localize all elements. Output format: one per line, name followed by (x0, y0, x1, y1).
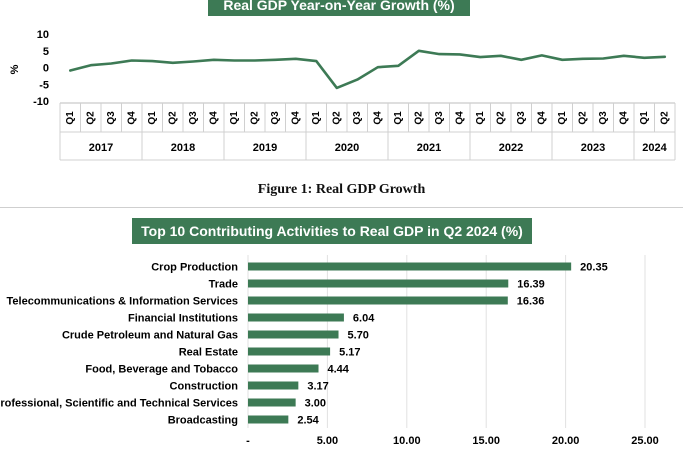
x-tick-label: 15.00 (472, 435, 500, 447)
bar-value-label: 16.39 (517, 279, 545, 291)
y-tick-label: 5 (43, 46, 49, 58)
category-label: Trade (209, 279, 238, 291)
bar (248, 262, 572, 271)
quarter-tick-label: Q4 (536, 111, 547, 125)
bar (248, 279, 509, 288)
y-tick-label: -10 (33, 96, 49, 108)
quarter-tick-label: Q4 (454, 111, 465, 125)
category-label: Telecommunications & Information Service… (7, 296, 238, 308)
bar (248, 330, 339, 339)
quarter-tick-label: Q4 (290, 111, 301, 125)
year-label: 2017 (89, 142, 113, 154)
year-label: 2024 (642, 142, 667, 154)
bar (248, 415, 289, 424)
quarter-tick-label: Q1 (65, 111, 76, 125)
x-tick-label: - (246, 435, 250, 447)
y-axis-label: % (9, 64, 21, 74)
quarter-tick-label: Q1 (475, 111, 486, 125)
category-label: Broadcasting (168, 415, 238, 427)
bar (248, 347, 331, 356)
quarter-tick-label: Q3 (516, 111, 527, 125)
year-label: 2023 (581, 142, 605, 154)
bar (248, 364, 319, 373)
quarter-tick-label: Q4 (126, 111, 137, 125)
bar-value-label: 5.70 (348, 330, 369, 342)
quarter-tick-label: Q2 (167, 111, 178, 125)
quarter-tick-label: Q3 (188, 111, 199, 125)
bar-value-label: 5.17 (339, 347, 360, 359)
quarter-tick-label: Q3 (598, 111, 609, 125)
quarter-tick-label: Q3 (434, 111, 445, 125)
line-chart-title: Real GDP Year-on-Year Growth (%) (208, 0, 470, 16)
quarter-tick-label: Q2 (659, 111, 670, 125)
category-label: Food, Beverage and Tobacco (85, 364, 238, 376)
year-label: 2021 (417, 142, 441, 154)
quarter-tick-label: Q1 (311, 111, 322, 125)
quarter-tick-label: Q1 (557, 111, 568, 125)
quarter-tick-label: Q3 (270, 111, 281, 125)
category-label: Real Estate (179, 347, 238, 359)
bar-value-label: 3.17 (307, 381, 328, 393)
quarter-tick-label: Q3 (352, 111, 363, 125)
quarter-tick-label: Q2 (495, 111, 506, 125)
y-tick-label: 10 (37, 29, 49, 41)
category-label: Professional, Scientific and Technical S… (0, 398, 238, 410)
bar-value-label: 6.04 (353, 313, 375, 325)
quarter-tick-label: Q2 (85, 111, 96, 125)
year-label: 2018 (171, 142, 195, 154)
quarter-tick-label: Q1 (229, 111, 240, 125)
x-tick-label: 25.00 (631, 435, 659, 447)
section-divider (0, 207, 683, 208)
quarter-tick-label: Q2 (331, 111, 342, 125)
quarter-tick-label: Q1 (393, 111, 404, 125)
quarter-tick-label: Q2 (413, 111, 424, 125)
bar (248, 398, 296, 407)
year-label: 2019 (253, 142, 277, 154)
y-tick-label: -5 (39, 79, 49, 91)
x-tick-label: 20.00 (552, 435, 580, 447)
bar (248, 381, 299, 390)
quarter-tick-label: Q4 (208, 111, 219, 125)
gdp-growth-line-chart: 10 5 0 -5 -10% Q1 Q2 Q3 Q4 Q1 Q2 Q3 Q4 Q1 Q2 Q3 Q4 Q1 Q2 Q3… (9, 29, 676, 161)
quarter-tick-label: Q1 (639, 111, 650, 125)
bar-value-label: 4.44 (328, 364, 350, 376)
figure-caption: Figure 1: Real GDP Growth (257, 182, 426, 197)
year-label: 2020 (335, 142, 359, 154)
quarter-tick-label: Q4 (372, 111, 383, 125)
quarter-tick-label: Q2 (577, 111, 588, 125)
year-label: 2022 (499, 142, 523, 154)
bar (248, 296, 508, 305)
category-label: Crop Production (151, 262, 238, 274)
category-label: Crude Petroleum and Natural Gas (62, 330, 238, 342)
x-tick-label: 5.00 (317, 435, 338, 447)
quarter-tick-label: Q3 (106, 111, 117, 125)
category-label: Financial Institutions (128, 313, 238, 325)
bar-value-label: 16.36 (517, 296, 545, 308)
bar-value-label: 2.54 (297, 415, 319, 427)
quarter-tick-label: Q1 (147, 111, 158, 125)
category-label: Construction (170, 381, 239, 393)
quarter-tick-label: Q4 (618, 111, 629, 125)
bar-value-label: 20.35 (580, 262, 608, 274)
gdp-growth-line (69, 49, 667, 90)
bar (248, 313, 344, 322)
y-tick-label: 0 (43, 63, 49, 75)
quarter-tick-label: Q2 (249, 111, 260, 125)
x-tick-label: 10.00 (393, 435, 421, 447)
bar-chart-title: Top 10 Contributing Activities to Real G… (132, 218, 532, 244)
bar-value-label: 3.00 (305, 398, 326, 410)
